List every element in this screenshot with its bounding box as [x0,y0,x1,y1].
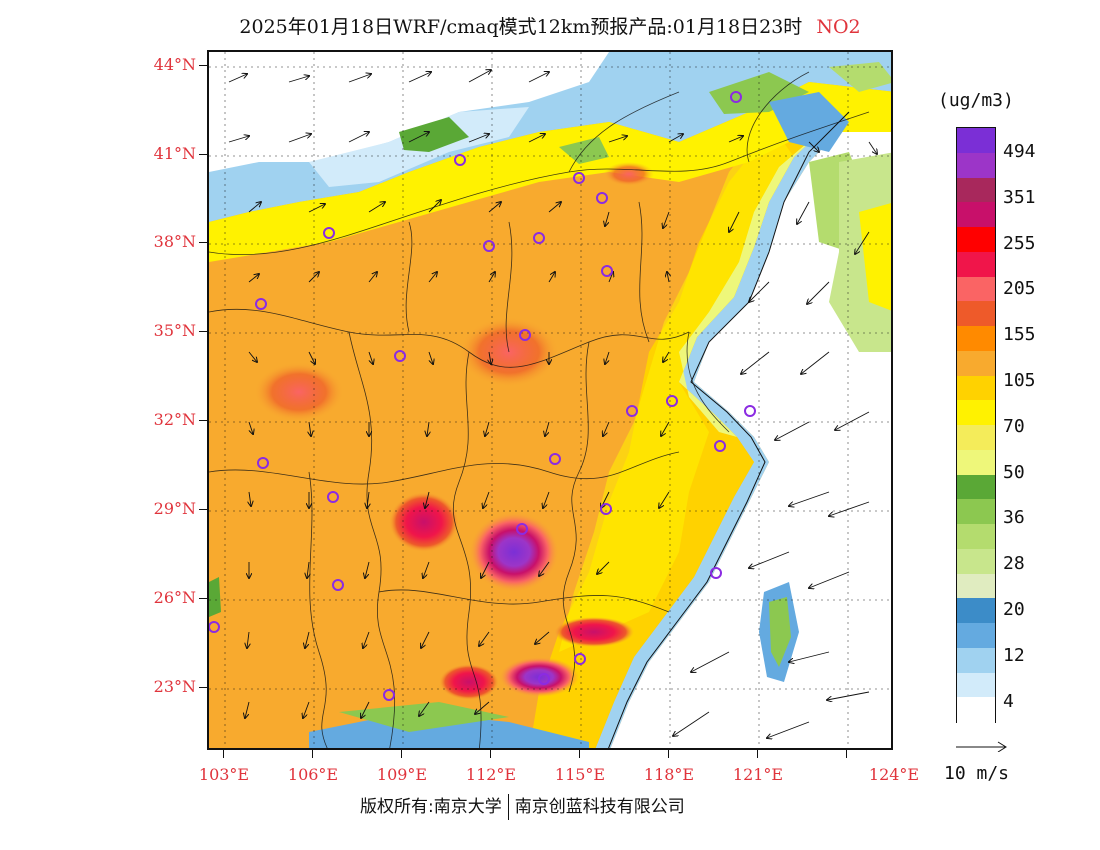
legend-swatch [957,227,995,253]
lat-label-35: 35°N [153,321,196,340]
graticule [209,52,891,748]
lat-tick [199,420,207,421]
forecast-map [207,50,893,750]
lat-label-29: 29°N [153,499,196,518]
chart-title: 2025年01月18日WRF/cmaq模式12km预报产品:01月18日23时 N… [0,12,1100,39]
lat-tick [199,65,207,66]
wind-vectors [228,70,877,738]
lon-label-121: 121°E [732,765,784,784]
title-main: 2025年01月18日WRF/cmaq模式12km预报产品:01月18日23时 [239,16,803,38]
legend-label: 36 [1003,507,1025,529]
legend-swatch [957,425,995,451]
wind-reference-label: 10 m/s [944,763,1010,784]
lon-tick [312,750,313,758]
legend-label: 255 [1003,232,1036,254]
legend-label: 12 [1003,644,1025,666]
ocean-east [610,112,891,748]
legend-swatch [957,449,995,475]
lon-tick [401,750,402,758]
legend-label: 351 [1003,186,1036,208]
pollutant-label: NO2 [816,16,861,38]
lat-tick [199,331,207,332]
lon-label-124: 124°E [868,765,920,784]
legend-swatch [957,400,995,426]
lat-label-44: 44°N [153,55,196,74]
legend-swatch [957,350,995,376]
footer: 版权所有:南京大学 南京创蓝科技有限公司 [360,792,685,820]
legend-label: 28 [1003,553,1025,575]
lat-tick [199,687,207,688]
lon-label-109: 109°E [376,765,428,784]
lat-label-23: 23°N [153,677,196,696]
north-yellow [209,82,891,262]
legend-swatch [957,524,995,550]
legend-unit: (ug/m3) [938,90,1014,111]
lat-label-26: 26°N [153,588,196,607]
legend-label: 205 [1003,278,1036,300]
legend-swatch [957,326,995,352]
lon-label-118: 118°E [643,765,695,784]
legend-swatch [957,598,995,624]
legend-swatch [957,697,995,723]
legend-label: 4 [1003,690,1014,712]
legend-label: 494 [1003,141,1036,162]
legend-swatch [957,202,995,228]
legend-swatch [957,474,995,500]
lon-label-103: 103°E [198,765,250,784]
legend-label: 105 [1003,370,1036,391]
lon-tick [757,750,758,758]
lon-label-106: 106°E [287,765,339,784]
copyright-text: 版权所有:南京大学 [360,797,502,817]
legend-swatch [957,177,995,203]
legend-label: 155 [1003,324,1036,346]
legend-swatch [957,672,995,698]
company-text: 南京创蓝科技有限公司 [514,797,685,817]
legend-swatch [957,548,995,574]
lat-label-38: 38°N [153,232,196,251]
lon-tick [579,750,580,758]
lat-tick [199,509,207,510]
lat-tick [199,242,207,243]
hotspot-changsha [469,512,559,592]
coastline [608,111,850,748]
legend-swatch [957,128,995,154]
legend-label: 70 [1003,415,1025,437]
lon-label-112: 112°E [465,765,517,784]
lat-tick [199,598,207,599]
legend-swatch [957,375,995,401]
lat-label-41: 41°N [153,144,196,163]
legend-swatch [957,573,995,599]
legend-swatch [957,251,995,277]
legend-swatch [957,623,995,649]
legend-swatch [957,152,995,178]
city-markers [209,91,756,701]
lat-tick [199,154,207,155]
lon-tick [668,750,669,758]
province-borders [209,71,870,748]
legend-swatch [957,301,995,327]
legend-swatch [957,276,995,302]
footer-separator [507,794,509,820]
lon-tick [490,750,491,758]
color-legend [956,127,996,723]
lon-tick [223,750,224,758]
lon-label-115: 115°E [554,765,606,784]
legend-label: 20 [1003,599,1025,620]
legend-label: 50 [1003,461,1025,483]
legend-swatch [957,499,995,525]
wind-reference-arrow [956,741,1007,752]
lon-tick [846,750,847,758]
lat-label-32: 32°N [153,410,196,429]
legend-swatch [957,647,995,673]
